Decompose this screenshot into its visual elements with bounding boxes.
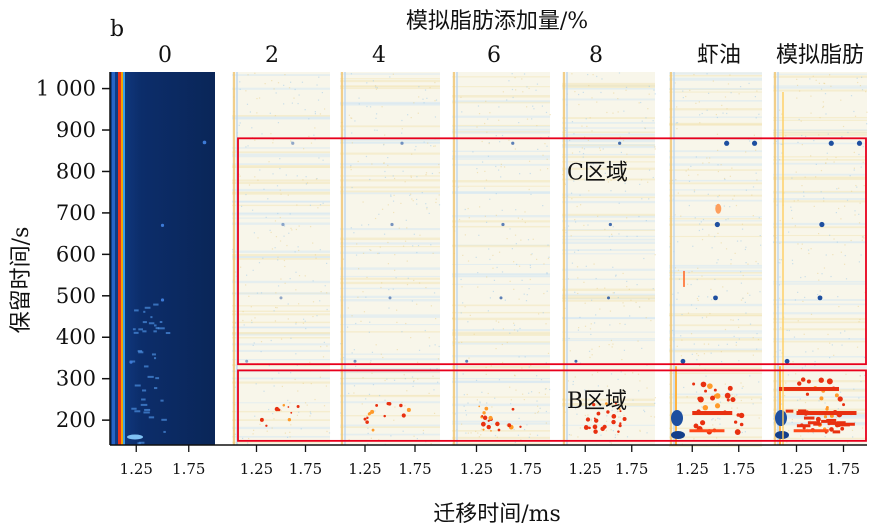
x-tick-label-5-0: 1.25 xyxy=(676,460,709,478)
x-tick-label-5-1: 1.75 xyxy=(722,460,755,478)
heatmap-panel-4 xyxy=(562,72,656,446)
x-tick-label-2-1: 1.75 xyxy=(398,460,431,478)
sample-header-2: 4 xyxy=(372,43,386,68)
heatmap-panel-5 xyxy=(669,72,762,447)
region-label-0: C区域 xyxy=(567,160,628,185)
heatmap-panel-2 xyxy=(340,72,441,446)
y-axis-label: 保留时间/s xyxy=(9,227,34,334)
regions-layer: C区域 B区域 xyxy=(237,137,867,442)
panel-label: b xyxy=(110,17,124,42)
x-tick-label-0-0: 1.25 xyxy=(120,460,153,478)
x-axis-label: 迁移时间/ms xyxy=(433,502,561,527)
panels-layer xyxy=(110,72,868,447)
heatmap-panel-6 xyxy=(773,72,868,445)
x-tick-label-6-1: 1.75 xyxy=(827,460,860,478)
x-tick-label-4-0: 1.25 xyxy=(569,460,602,478)
sample-headers: 0 2 4 6 8 虾油 模拟脂肪 xyxy=(158,43,864,68)
sample-header-3: 6 xyxy=(487,43,501,68)
sample-header-6: 模拟脂肪 xyxy=(776,43,864,68)
y-tick-label-0: 200 xyxy=(56,408,96,432)
x-ticks: 1.25 1.75 1.25 1.75 1.25 1.75 1.25 1.75 1.25 1.75… xyxy=(120,445,860,478)
x-tick-label-2-0: 1.25 xyxy=(348,460,381,478)
y-tick-label-2: 400 xyxy=(56,325,96,349)
y-tick-label-6: 800 xyxy=(56,159,96,183)
chart-title: 模拟脂肪添加量/% xyxy=(406,9,588,34)
x-tick-label-1-0: 1.25 xyxy=(240,460,273,478)
x-tick-label-4-1: 1.75 xyxy=(615,460,648,478)
x-tick-label-3-1: 1.75 xyxy=(509,460,542,478)
y-tick-label-8: 1 000 xyxy=(36,77,96,101)
y-tick-label-3: 500 xyxy=(56,284,96,308)
region-box-0 xyxy=(237,137,867,366)
y-ticks: 200 300 400 500 600 700 800 900 1 000 xyxy=(36,77,110,432)
region-label-1: B区域 xyxy=(567,389,627,414)
axes-layer xyxy=(109,72,867,446)
y-tick-label-1: 300 xyxy=(56,367,96,391)
sample-header-5: 虾油 xyxy=(697,43,741,68)
y-tick-label-5: 700 xyxy=(56,201,96,225)
sample-header-0: 0 xyxy=(158,43,172,68)
x-tick-label-1-1: 1.75 xyxy=(289,460,322,478)
heatmap-panel-3 xyxy=(452,72,551,447)
region-box-1 xyxy=(237,369,867,442)
y-tick-label-7: 900 xyxy=(56,118,96,142)
reactant-ion-peak xyxy=(118,72,121,445)
x-tick-label-6-0: 1.25 xyxy=(780,460,813,478)
sample-header-4: 8 xyxy=(589,43,603,68)
x-tick-label-0-1: 1.75 xyxy=(172,460,205,478)
heatmap-panel-1 xyxy=(232,72,331,445)
sample-header-1: 2 xyxy=(265,43,279,68)
y-tick-label-4: 600 xyxy=(56,242,96,266)
heatmap-panel-0 xyxy=(110,72,215,445)
x-tick-label-3-0: 1.25 xyxy=(460,460,493,478)
